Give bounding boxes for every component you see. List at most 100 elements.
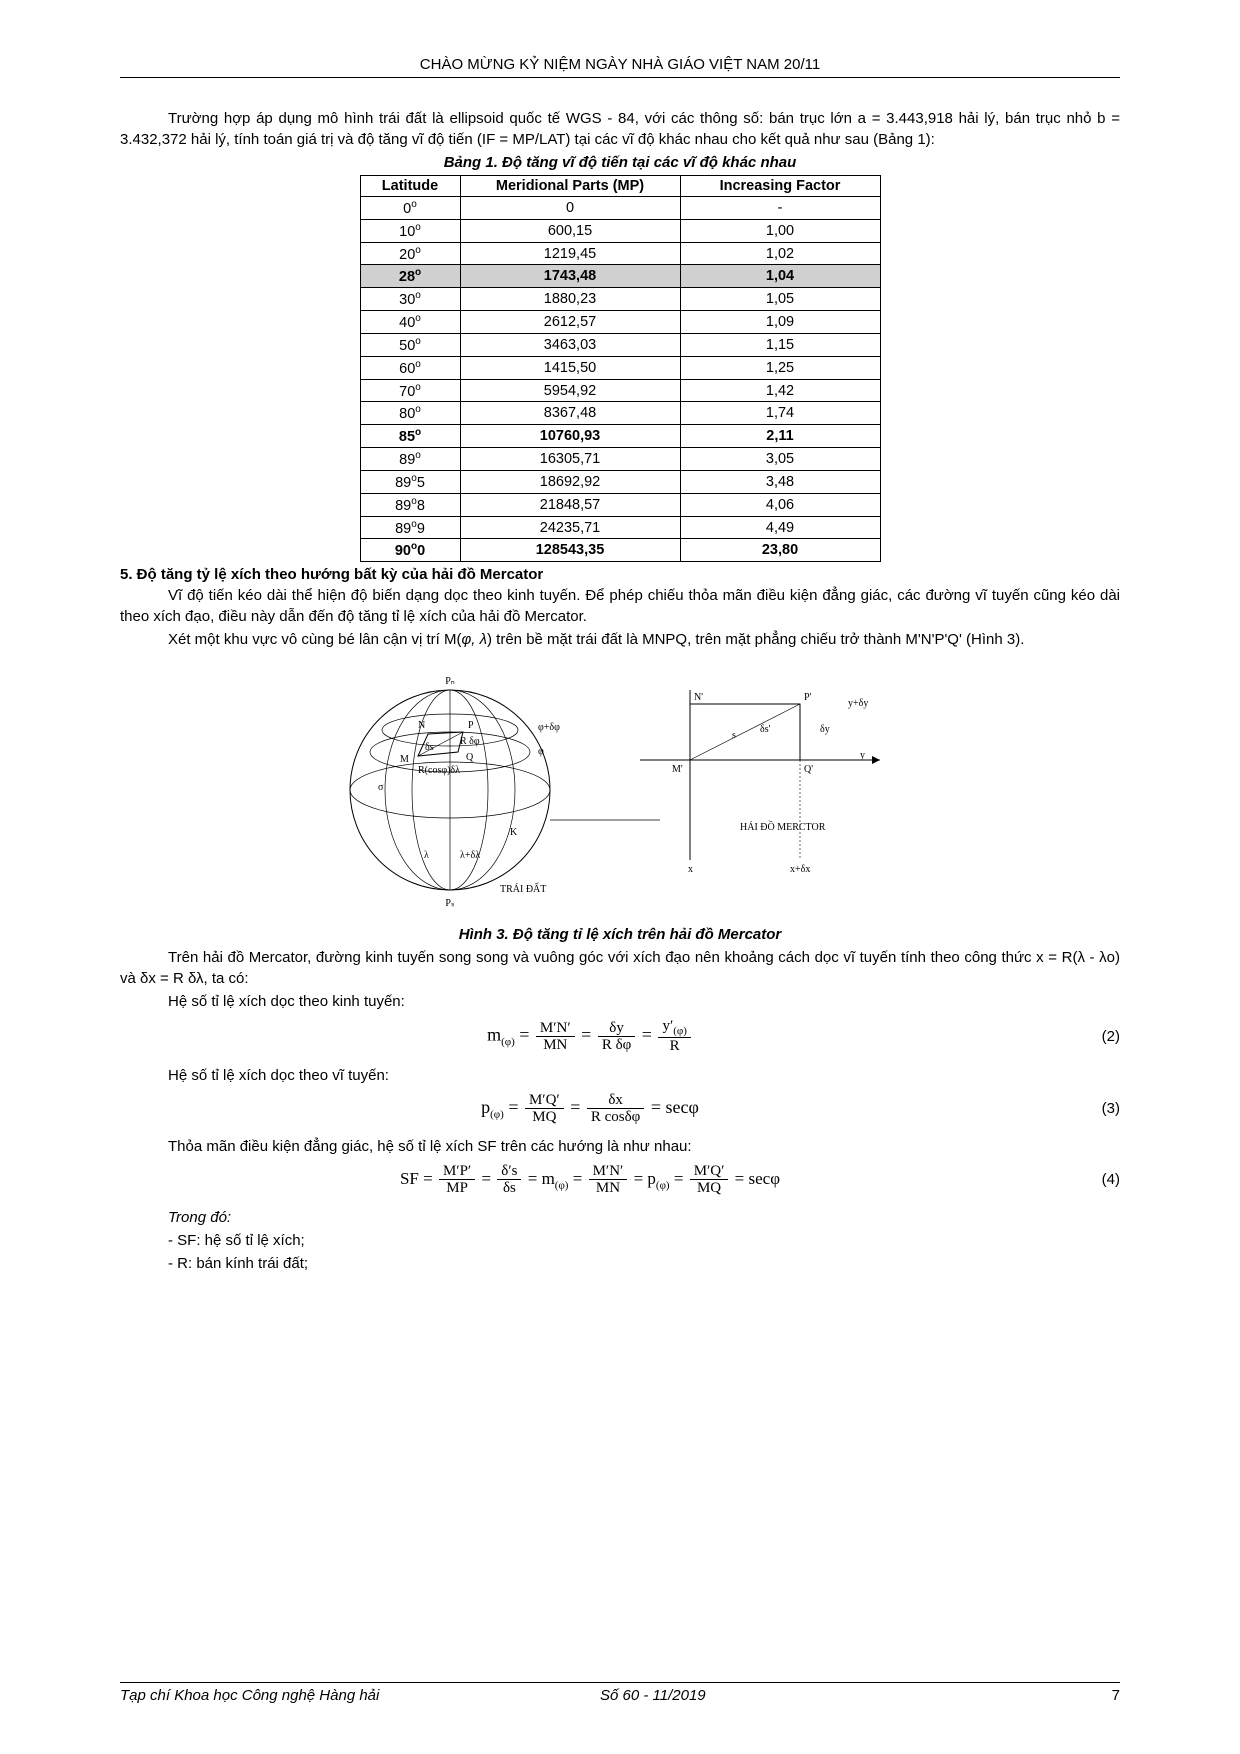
table-row: 90o0128543,3523,80 [360, 539, 880, 562]
svg-text:Q: Q [466, 752, 474, 763]
table-row: 0o0- [360, 197, 880, 220]
section5-heading: 5. Độ tăng tỷ lệ xích theo hướng bất kỳ … [120, 566, 1120, 583]
table1: Latitude Meridional Parts (MP) Increasin… [360, 175, 881, 562]
svg-text:δs: δs [425, 742, 434, 753]
cell: 40o [360, 311, 460, 334]
para-eq4-lead: Thỏa mãn điều kiện đẳng giác, hệ số tỉ l… [120, 1136, 1120, 1157]
table-row: 10o600,151,00 [360, 219, 880, 242]
cell: 0o [360, 197, 460, 220]
equation-2: m(φ) = M′N′MN = δyR δφ = y′(φ)R (2) [120, 1018, 1120, 1055]
table-row: 89o924235,714,49 [360, 516, 880, 539]
table-row: 60o1415,501,25 [360, 356, 880, 379]
page-header: CHÀO MỪNG KỶ NIỆM NGÀY NHÀ GIÁO VIỆT NAM… [120, 56, 1120, 73]
para5-2a: Xét một khu vực vô cùng bé lân cận vị tr… [168, 631, 462, 648]
svg-text:P': P' [804, 692, 812, 703]
intro-paragraph: Trường hợp áp dụng mô hình trái đất là e… [120, 108, 1120, 150]
cell: 1,05 [680, 288, 880, 311]
cell: 10o [360, 219, 460, 242]
cell: 50o [360, 333, 460, 356]
footer-rule [120, 1682, 1120, 1683]
bullet-sf: - SF: hệ số tỉ lệ xích; [120, 1230, 1120, 1251]
figure3: Pₙ Pₛ N P M Q δs R δφ R(cosφ)δλ φ+δφ φ σ… [300, 660, 940, 920]
cell: 1743,48 [460, 265, 680, 288]
cell: 128543,35 [460, 539, 680, 562]
table1-caption: Bảng 1. Độ tăng vĩ độ tiến tại các vĩ độ… [120, 154, 1120, 171]
svg-text:y+δy: y+δy [848, 698, 868, 709]
eq4-number: (4) [1060, 1171, 1120, 1188]
cell: 89o9 [360, 516, 460, 539]
svg-text:Pₛ: Pₛ [445, 898, 455, 909]
cell: - [680, 197, 880, 220]
svg-text:R δφ: R δφ [460, 736, 480, 747]
header-rule [120, 77, 1120, 78]
svg-text:TRÁI ĐẤT: TRÁI ĐẤT [500, 882, 546, 895]
svg-text:R(cosφ)δλ: R(cosφ)δλ [418, 765, 460, 776]
svg-text:P: P [468, 720, 474, 731]
table-row: 50o3463,031,15 [360, 333, 880, 356]
cell: 90o0 [360, 539, 460, 562]
cell: 1,15 [680, 333, 880, 356]
svg-text:M': M' [672, 764, 683, 775]
svg-text:δy: δy [820, 724, 830, 735]
cell: 89o8 [360, 493, 460, 516]
svg-text:HẢI ĐỒ MERCTOR: HẢI ĐỒ MERCTOR [740, 820, 826, 833]
cell: 5954,92 [460, 379, 680, 402]
svg-text:M: M [400, 754, 409, 765]
equation-4: SF = M′P′MP = δ′sδs = m(φ) = M′N′MN = p(… [120, 1163, 1120, 1197]
cell: 70o [360, 379, 460, 402]
cell: 30o [360, 288, 460, 311]
cell: 2,11 [680, 425, 880, 448]
cell: 20o [360, 242, 460, 265]
section5-para2: Xét một khu vực vô cùng bé lân cận vị tr… [120, 629, 1120, 650]
svg-text:y: y [860, 750, 865, 761]
footer-issue: Số 60 - 11/2019 [600, 1687, 1080, 1704]
table-row: 28o1743,481,04 [360, 265, 880, 288]
cell: 16305,71 [460, 448, 680, 471]
cell: 1880,23 [460, 288, 680, 311]
table-row: 80o8367,481,74 [360, 402, 880, 425]
eq2-number: (2) [1060, 1028, 1120, 1045]
cell: 3,05 [680, 448, 880, 471]
cell: 1,25 [680, 356, 880, 379]
cell: 2612,57 [460, 311, 680, 334]
table-row: 89o518692,923,48 [360, 470, 880, 493]
svg-text:λ: λ [424, 850, 429, 861]
footer-journal: Tạp chí Khoa học Công nghệ Hàng hải [120, 1687, 600, 1704]
table-row: 30o1880,231,05 [360, 288, 880, 311]
cell: 80o [360, 402, 460, 425]
cell: 1415,50 [460, 356, 680, 379]
cell: 1,42 [680, 379, 880, 402]
svg-text:φ: φ [538, 746, 544, 757]
para-after-fig: Trên hải đồ Mercator, đường kinh tuyến s… [120, 947, 1120, 989]
cell: 60o [360, 356, 460, 379]
equation-3: p(φ) = M′Q′MQ = δxR cosδφ = secφ (3) [120, 1092, 1120, 1126]
cell: 600,15 [460, 219, 680, 242]
para5-2b: ) trên bề mặt trái đất là MNPQ, trên mặt… [487, 631, 1024, 648]
svg-text:x+δx: x+δx [790, 864, 810, 875]
table-row: 85o10760,932,11 [360, 425, 880, 448]
th-latitude: Latitude [360, 176, 460, 197]
section5-para1: Vĩ độ tiến kéo dài thể hiện độ biến dạng… [120, 585, 1120, 627]
table-row: 20o1219,451,02 [360, 242, 880, 265]
cell: 1,04 [680, 265, 880, 288]
th-if: Increasing Factor [680, 176, 880, 197]
cell: 24235,71 [460, 516, 680, 539]
svg-text:δs': δs' [760, 724, 771, 735]
cell: 3463,03 [460, 333, 680, 356]
cell: 4,49 [680, 516, 880, 539]
figure3-caption: Hình 3. Độ tăng tỉ lệ xích trên hải đồ M… [120, 926, 1120, 943]
eq3-number: (3) [1060, 1100, 1120, 1117]
para-eq3-lead: Hệ số tỉ lệ xích dọc theo vĩ tuyến: [120, 1065, 1120, 1086]
cell: 21848,57 [460, 493, 680, 516]
table-row: 89o16305,713,05 [360, 448, 880, 471]
svg-text:Pₙ: Pₙ [445, 676, 455, 687]
cell: 1,74 [680, 402, 880, 425]
svg-text:N: N [418, 720, 425, 731]
svg-text:Q': Q' [804, 764, 813, 775]
cell: 1,09 [680, 311, 880, 334]
cell: 89o [360, 448, 460, 471]
bullet-r: - R: bán kính trái đất; [120, 1253, 1120, 1274]
page-footer: Tạp chí Khoa học Công nghệ Hàng hải Số 6… [120, 1682, 1120, 1704]
svg-text:σ: σ [378, 782, 384, 793]
cell: 1,02 [680, 242, 880, 265]
